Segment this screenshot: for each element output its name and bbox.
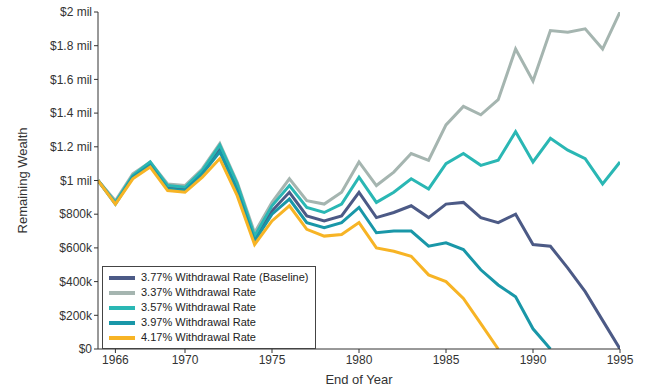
svg-text:1975: 1975 xyxy=(259,353,286,367)
svg-text:1990: 1990 xyxy=(520,353,547,367)
html-text:3.57% Withdrawal Rate: 3.57% Withdrawal Rate xyxy=(141,301,256,313)
svg-text:$600k: $600k xyxy=(59,241,93,255)
svg-text:$1.2 mil: $1.2 mil xyxy=(50,140,92,154)
svg-text:1985: 1985 xyxy=(433,353,460,367)
svg-text:1966: 1966 xyxy=(102,353,129,367)
html-text:4.17% Withdrawal Rate: 4.17% Withdrawal Rate xyxy=(141,331,256,343)
svg-text:$1.4 mil: $1.4 mil xyxy=(50,106,92,120)
svg-text:$800k: $800k xyxy=(59,207,93,221)
svg-text:$1.6 mil: $1.6 mil xyxy=(50,73,92,87)
svg-text:$1.8 mil: $1.8 mil xyxy=(50,39,92,53)
svg-text:$200k: $200k xyxy=(59,309,93,323)
html-text:3.97% Withdrawal Rate: 3.97% Withdrawal Rate xyxy=(141,316,256,328)
html-text:3.77% Withdrawal Rate (Baselin: 3.77% Withdrawal Rate (Baseline) xyxy=(141,271,309,283)
svg-text:End of Year: End of Year xyxy=(325,372,393,387)
svg-text:1995: 1995 xyxy=(607,353,634,367)
svg-text:1980: 1980 xyxy=(346,353,373,367)
svg-text:Remaining Wealth: Remaining Wealth xyxy=(15,128,30,234)
svg-text:1970: 1970 xyxy=(172,353,199,367)
svg-text:$1 mil: $1 mil xyxy=(60,174,92,188)
svg-text:$2 mil: $2 mil xyxy=(60,5,92,19)
html-text:3.37% Withdrawal Rate: 3.37% Withdrawal Rate xyxy=(141,286,256,298)
svg-text:$0: $0 xyxy=(79,342,93,356)
svg-text:$400k: $400k xyxy=(59,275,93,289)
